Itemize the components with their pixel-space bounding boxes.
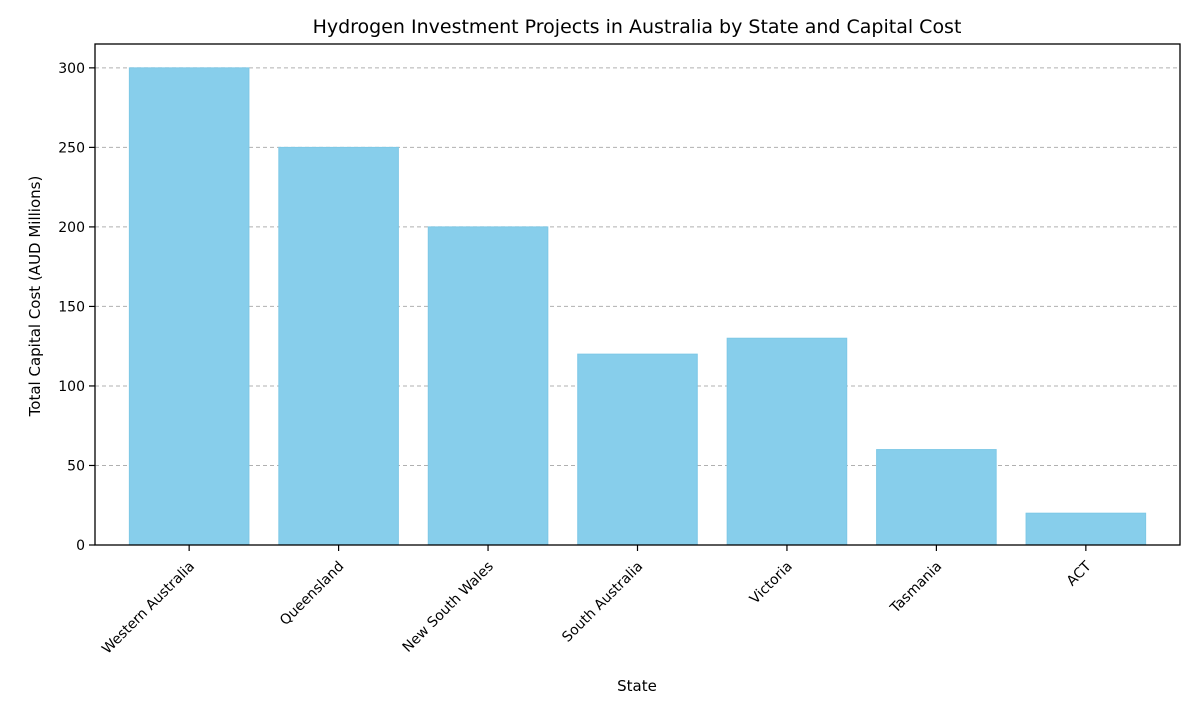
y-tick-label: 0 — [76, 538, 85, 554]
bar-western-australia — [128, 67, 250, 546]
x-tick-label: New South Wales — [400, 559, 497, 656]
x-axis: Western Australia Queensland New South Wal… — [99, 545, 1095, 657]
y-tick-label: 250 — [58, 140, 85, 156]
bar-queensland — [278, 146, 399, 546]
y-tick-label: 300 — [58, 61, 85, 77]
y-tick-label: 100 — [58, 379, 85, 395]
y-tick-label: 50 — [67, 458, 85, 474]
x-tick-label: Tasmania — [887, 559, 945, 617]
bar-tasmania — [876, 449, 997, 546]
bar-new-south-wales — [427, 226, 549, 546]
bar-victoria — [726, 337, 848, 546]
x-tick-label: Western Australia — [99, 559, 198, 658]
bar-south-australia — [577, 353, 698, 546]
bar-act — [1025, 512, 1147, 546]
x-tick-label: Victoria — [747, 559, 796, 608]
chart-title: Hydrogen Investment Projects in Australi… — [313, 16, 962, 38]
x-tick-label: Queensland — [277, 559, 347, 629]
y-axis-label: Total Capital Cost (AUD Millions) — [26, 176, 44, 418]
bars — [128, 67, 1147, 546]
x-axis-label: State — [617, 677, 657, 695]
x-tick-label: ACT — [1064, 558, 1095, 589]
y-tick-label: 150 — [58, 299, 85, 315]
y-tick-label: 200 — [58, 220, 85, 236]
x-tick-label: South Australia — [559, 559, 646, 646]
y-axis: 0 50 100 150 200 250 300 — [58, 61, 95, 554]
